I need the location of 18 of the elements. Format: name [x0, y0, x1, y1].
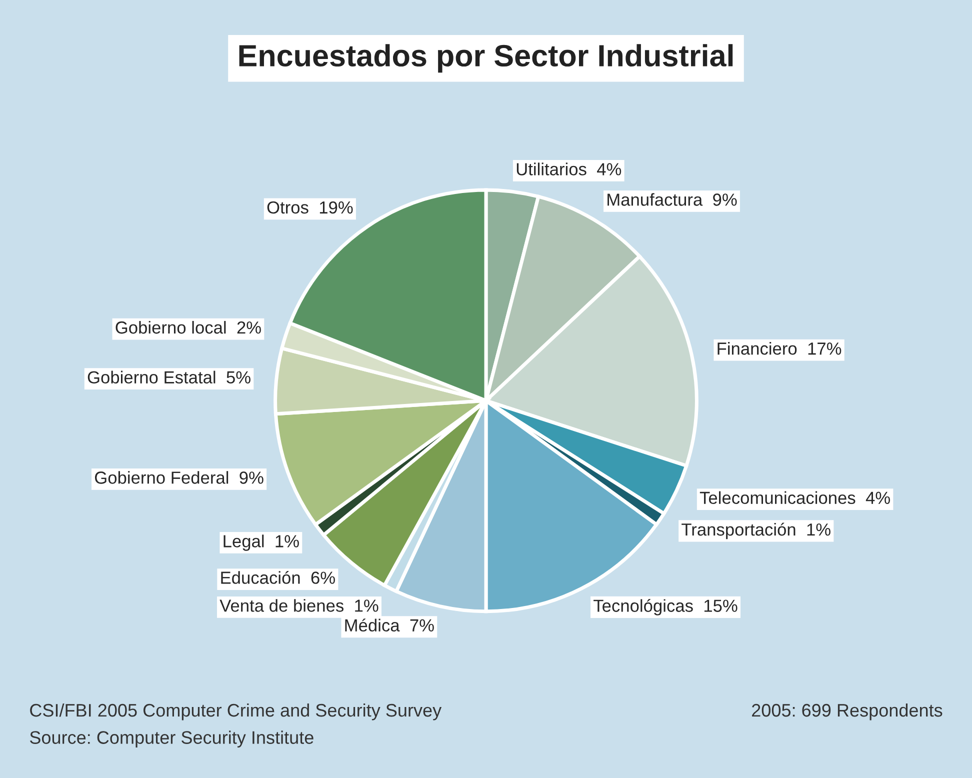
slice-label: Manufactura 9%: [608, 193, 737, 206]
slice-label: Telecomunicaciones 4%: [700, 491, 890, 504]
slice-label: Tecnológicas 15%: [594, 598, 738, 616]
text: CSI/FBI 2005 Computer Crime and Security Survey: [30, 703, 442, 720]
chart-title: Encuestados por Sector Industrial: [239, 44, 733, 73]
slice-label: Venta de bienes 1%: [220, 599, 378, 612]
slice-label: Financiero 17%: [718, 342, 842, 355]
slice-label: Transportación 1%: [682, 522, 830, 540]
slice-label: Médica 7%: [345, 618, 434, 632]
slice-label: Educación 6%: [221, 570, 335, 584]
text: 2005: 699 Respondents: [752, 703, 942, 720]
slice-label: Legal 1%: [224, 534, 299, 551]
slice-label: Utilitarios 4%: [516, 162, 622, 176]
slice-label: Gobierno local 2%: [116, 320, 261, 334]
slice-label: Gobierno Estatal 5%: [88, 370, 250, 384]
slice-label: Gobierno Federal 9%: [94, 471, 264, 484]
slice-label: Otros 19%: [267, 201, 353, 214]
source-note: Source: Computer Security Institute: [30, 730, 314, 748]
